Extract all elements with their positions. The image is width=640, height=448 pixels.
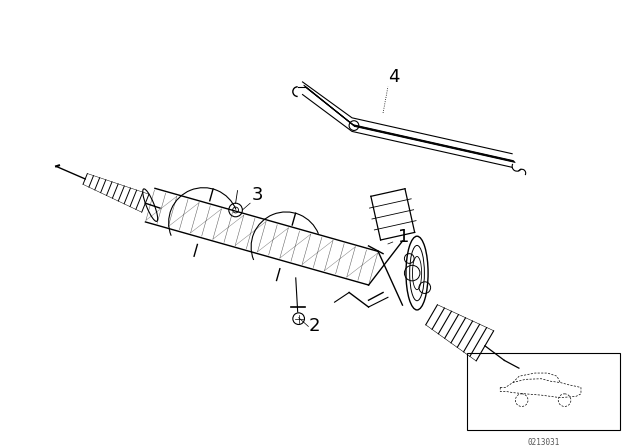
- Text: 0213031: 0213031: [527, 438, 560, 447]
- Text: 2: 2: [308, 318, 320, 336]
- Text: 4: 4: [388, 68, 399, 86]
- Text: 1: 1: [397, 228, 409, 246]
- Bar: [467, 353, 620, 430]
- Text: 3: 3: [252, 186, 264, 204]
